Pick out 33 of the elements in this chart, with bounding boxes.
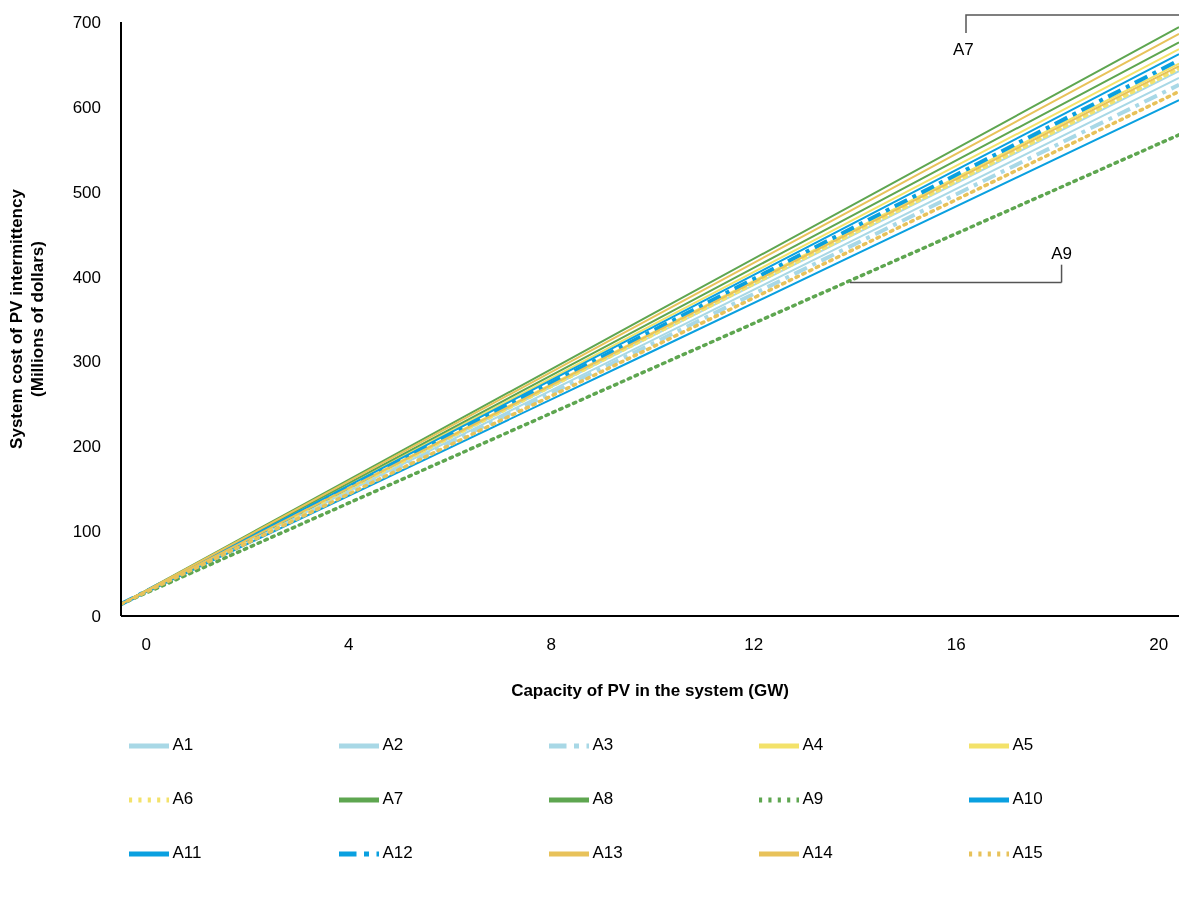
legend-label: A6 (172, 789, 194, 809)
legend-label: A8 (592, 789, 614, 809)
legend-label: A12 (382, 843, 413, 863)
x-axis-title: Capacity of PV in the system (GW) (511, 681, 789, 700)
x-tick-label: 0 (141, 635, 152, 655)
legend-label: A1 (172, 735, 194, 755)
y-tick-label: 400 (72, 267, 101, 287)
legend-label: A7 (382, 789, 404, 809)
y-tick-label: 700 (72, 13, 101, 33)
legend-label: A9 (802, 789, 824, 809)
x-tick-label: 8 (546, 635, 557, 655)
y-tick-label: 500 (72, 182, 101, 202)
x-tick-label: 4 (344, 635, 354, 655)
y-tick-label: 100 (72, 522, 101, 542)
y-tick-label: 300 (72, 352, 101, 372)
legend-label: A3 (592, 735, 614, 755)
legend-label: A5 (1012, 735, 1034, 755)
x-tick-label: 20 (1149, 635, 1169, 655)
legend-label: A4 (802, 735, 824, 755)
y-tick-label: 600 (72, 97, 101, 117)
y-tick-label: 200 (72, 437, 101, 457)
legend-label: A14 (802, 843, 833, 863)
y-axis-title: System cost of PV intermittency (Millions of dollars) (7, 188, 47, 449)
legend-label: A10 (1012, 789, 1043, 809)
y-tick-label: 0 (91, 607, 101, 627)
x-tick-label: 16 (946, 635, 966, 655)
annotation: A7 (953, 40, 974, 60)
legend-label: A11 (172, 843, 202, 863)
x-tick-label: 12 (744, 635, 764, 655)
legend-label: A13 (592, 843, 623, 863)
legend-label: A15 (1012, 843, 1043, 863)
legend-label: A2 (382, 735, 404, 755)
annotation: A9 (1051, 243, 1072, 263)
